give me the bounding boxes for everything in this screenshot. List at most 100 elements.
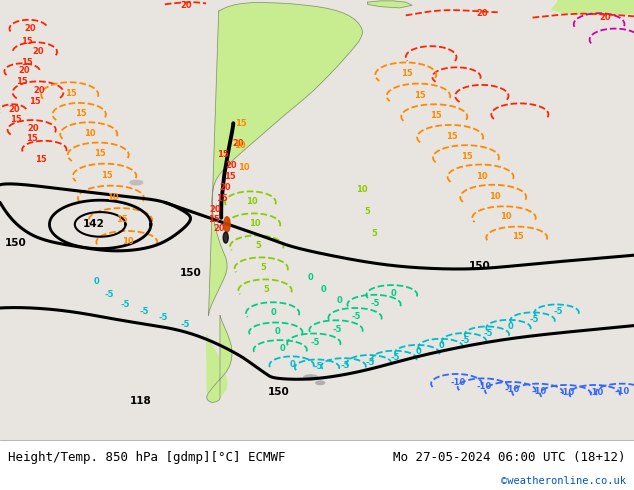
Text: 20: 20 xyxy=(232,139,243,148)
Text: 15: 15 xyxy=(414,91,425,99)
Text: 10: 10 xyxy=(84,129,96,138)
Text: -5: -5 xyxy=(352,312,361,321)
Text: 15: 15 xyxy=(430,111,442,120)
Text: 150: 150 xyxy=(4,238,26,248)
Text: 0: 0 xyxy=(275,327,281,336)
Ellipse shape xyxy=(224,217,230,232)
Text: 15: 15 xyxy=(75,109,87,118)
Text: 20: 20 xyxy=(180,1,191,10)
Text: 15: 15 xyxy=(116,215,127,223)
Text: 5: 5 xyxy=(260,263,266,272)
Ellipse shape xyxy=(223,232,228,243)
Text: -5: -5 xyxy=(366,358,375,367)
Text: 15: 15 xyxy=(36,155,47,164)
Text: 15: 15 xyxy=(22,37,33,46)
Text: Mo 27-05-2024 06:00 UTC (18+12): Mo 27-05-2024 06:00 UTC (18+12) xyxy=(393,451,626,464)
Text: 15: 15 xyxy=(217,150,229,159)
Text: -10: -10 xyxy=(531,387,547,396)
Text: 20: 20 xyxy=(25,24,36,33)
Text: 0: 0 xyxy=(320,285,327,294)
Text: 15: 15 xyxy=(209,216,220,224)
Text: 15: 15 xyxy=(16,77,28,86)
Text: -5: -5 xyxy=(461,336,470,344)
Text: 15: 15 xyxy=(26,134,37,143)
Text: 5: 5 xyxy=(263,285,269,294)
Text: 10: 10 xyxy=(249,219,261,228)
Polygon shape xyxy=(207,334,227,398)
Text: 10: 10 xyxy=(234,141,245,150)
Polygon shape xyxy=(558,0,634,9)
Text: 10: 10 xyxy=(107,193,119,201)
Text: -10: -10 xyxy=(504,385,519,394)
Text: 10: 10 xyxy=(238,163,250,172)
Text: 5: 5 xyxy=(371,229,377,238)
Text: Height/Temp. 850 hPa [gdmp][°C] ECMWF: Height/Temp. 850 hPa [gdmp][°C] ECMWF xyxy=(8,451,285,464)
Text: 0: 0 xyxy=(439,342,445,350)
Text: 20: 20 xyxy=(210,204,221,214)
Text: 20: 20 xyxy=(27,124,39,133)
Text: 20: 20 xyxy=(18,66,30,75)
Text: 10: 10 xyxy=(500,213,512,221)
Text: 10: 10 xyxy=(476,172,488,180)
Text: 0: 0 xyxy=(507,322,514,331)
Text: 150: 150 xyxy=(268,388,290,397)
Text: 0: 0 xyxy=(290,360,296,369)
Text: 20: 20 xyxy=(213,224,224,233)
Text: -5: -5 xyxy=(181,320,190,329)
Text: 10: 10 xyxy=(489,192,500,201)
Text: 15: 15 xyxy=(101,171,112,180)
Text: -5: -5 xyxy=(140,307,149,316)
Text: 150: 150 xyxy=(469,261,490,271)
Text: 15: 15 xyxy=(224,172,235,181)
Text: 118: 118 xyxy=(130,396,152,406)
Text: -5: -5 xyxy=(391,353,400,362)
Text: 15: 15 xyxy=(94,149,106,158)
Text: -5: -5 xyxy=(314,362,323,371)
Text: 15: 15 xyxy=(512,232,524,241)
Text: 0: 0 xyxy=(279,344,285,353)
Text: 142: 142 xyxy=(83,220,105,229)
Polygon shape xyxy=(368,1,412,8)
Text: -5: -5 xyxy=(340,361,349,369)
Polygon shape xyxy=(209,2,363,316)
Text: -5: -5 xyxy=(371,299,380,308)
Text: ©weatheronline.co.uk: ©weatheronline.co.uk xyxy=(501,476,626,486)
Text: 0: 0 xyxy=(93,277,100,286)
Text: -5: -5 xyxy=(121,300,130,309)
Text: 20: 20 xyxy=(476,9,488,18)
Text: 15: 15 xyxy=(462,152,473,161)
Text: 20: 20 xyxy=(219,182,231,192)
Text: -5: -5 xyxy=(333,324,342,334)
Text: -5: -5 xyxy=(553,307,562,316)
Text: -5: -5 xyxy=(484,329,493,338)
Text: 20: 20 xyxy=(32,48,44,56)
Text: -5: -5 xyxy=(529,315,538,323)
Text: 20: 20 xyxy=(34,86,45,95)
Text: 10: 10 xyxy=(356,185,367,194)
Text: -10: -10 xyxy=(477,382,492,391)
Text: 20: 20 xyxy=(600,13,611,22)
Text: -5: -5 xyxy=(159,313,168,322)
Text: 15: 15 xyxy=(401,70,413,78)
Ellipse shape xyxy=(130,180,143,185)
Text: 20: 20 xyxy=(226,161,237,170)
Ellipse shape xyxy=(304,375,318,380)
Text: 0: 0 xyxy=(307,273,314,282)
Text: 15: 15 xyxy=(216,195,228,203)
Polygon shape xyxy=(207,316,232,403)
Text: 10: 10 xyxy=(246,197,257,206)
Polygon shape xyxy=(552,0,634,15)
Text: 0: 0 xyxy=(336,295,342,305)
Text: 15: 15 xyxy=(235,119,247,128)
Text: 15: 15 xyxy=(446,132,457,141)
Text: 20: 20 xyxy=(8,105,20,115)
Text: 5: 5 xyxy=(256,241,262,250)
Text: 0: 0 xyxy=(271,308,277,317)
Text: -10: -10 xyxy=(615,387,630,396)
Text: -10: -10 xyxy=(559,389,574,397)
Text: 15: 15 xyxy=(21,58,32,67)
Text: -10: -10 xyxy=(588,389,604,397)
Text: 10: 10 xyxy=(122,237,134,245)
Text: 15: 15 xyxy=(29,97,41,106)
Text: 5: 5 xyxy=(365,207,371,216)
